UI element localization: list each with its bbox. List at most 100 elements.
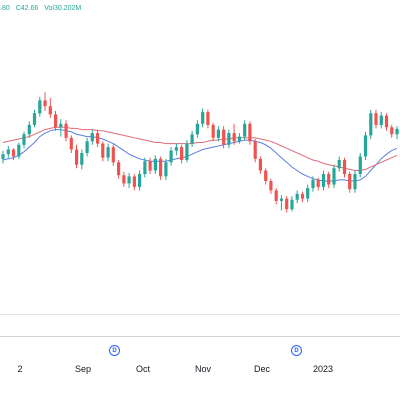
candle-body: [285, 198, 289, 210]
candle-body: [253, 141, 257, 159]
candle: [342, 157, 347, 178]
candle: [106, 143, 110, 162]
candle: [269, 178, 273, 194]
dividend-marker[interactable]: D: [109, 345, 120, 356]
ohlc-legend: .80 C42.66 Vol30.202M: [0, 3, 85, 14]
candle: [127, 172, 131, 189]
candle: [6, 146, 10, 158]
candles: [1, 92, 399, 213]
candle: [311, 176, 315, 192]
candle: [1, 150, 5, 164]
candle: [363, 131, 368, 160]
candle: [285, 196, 289, 213]
candle-body: [379, 115, 383, 125]
price-chart[interactable]: [0, 0, 400, 336]
candle: [237, 133, 241, 144]
candle: [306, 184, 310, 203]
candle-body: [337, 160, 341, 169]
candle-body: [358, 156, 362, 174]
candle: [279, 195, 284, 211]
candle: [59, 119, 63, 137]
candle: [253, 139, 257, 163]
candle: [321, 170, 326, 191]
candle: [96, 129, 100, 148]
candle-body: [306, 188, 310, 199]
time-axis[interactable]: 2 Sep Oct Nov Dec 2023: [0, 336, 400, 401]
candle: [337, 156, 341, 172]
candle-body: [185, 143, 189, 160]
candle-body: [363, 135, 368, 157]
ma-fast-line: [2, 129, 398, 182]
candle-body: [222, 129, 226, 145]
candle-body: [327, 174, 331, 185]
candle: [264, 168, 268, 185]
candle-body: [143, 161, 147, 175]
candle: [85, 137, 89, 157]
candle-body: [348, 174, 352, 190]
candle-body: [295, 193, 299, 200]
candle-body: [190, 134, 194, 144]
candle-body: [384, 115, 389, 128]
candle-body: [269, 181, 273, 191]
candle-body: [22, 134, 26, 145]
candle: [227, 129, 231, 149]
candle: [211, 122, 215, 142]
candle: [274, 188, 278, 205]
candle-body: [237, 136, 241, 142]
candle: [353, 170, 357, 193]
candle: [395, 126, 399, 139]
candle-body: [69, 137, 73, 150]
candle-body: [243, 123, 247, 137]
dividend-marker[interactable]: D: [291, 345, 302, 356]
candle-body: [395, 128, 399, 135]
pane-resize-handle[interactable]: [0, 318, 400, 324]
candle: [369, 109, 373, 139]
candle-body: [159, 158, 163, 177]
candle-body: [90, 133, 94, 142]
candle: [295, 190, 299, 204]
candle: [358, 153, 362, 178]
candle: [379, 112, 383, 129]
candle-body: [390, 127, 394, 135]
candle: [69, 135, 73, 153]
candle-body: [148, 161, 152, 171]
candle: [174, 143, 178, 156]
legend-volume-value: Vol30.202M: [44, 5, 82, 12]
candle: [38, 96, 42, 117]
time-label: Sep: [74, 364, 92, 374]
candle-body: [85, 141, 89, 153]
time-label: Nov: [194, 364, 212, 374]
candle-body: [264, 170, 268, 181]
time-label: Oct: [135, 364, 151, 374]
candle: [332, 164, 336, 189]
candle-body: [64, 123, 68, 138]
candle: [117, 160, 121, 179]
candle: [164, 158, 168, 180]
candle-body: [164, 162, 168, 177]
candle: [17, 142, 21, 159]
candle-body: [227, 133, 231, 145]
candle-body: [1, 154, 5, 159]
candle-body: [290, 199, 294, 210]
candle-body: [279, 198, 284, 201]
candle: [90, 129, 94, 145]
candle: [48, 98, 52, 118]
candle: [143, 157, 147, 178]
candle: [384, 113, 389, 131]
candle: [327, 171, 331, 189]
candle-body: [38, 100, 42, 114]
candle: [258, 156, 262, 174]
candle-body: [316, 179, 320, 187]
candle: [216, 126, 220, 142]
candle-body: [369, 113, 373, 136]
candle-body: [11, 149, 16, 157]
candle: [75, 144, 79, 169]
candle-body: [59, 123, 63, 128]
candle-body: [232, 133, 236, 142]
candle-body: [6, 149, 10, 155]
candle: [248, 121, 252, 145]
candle-body: [374, 113, 378, 125]
legend-low-value: .80: [0, 5, 10, 12]
pane-divider: [0, 314, 400, 315]
candle: [159, 156, 163, 180]
